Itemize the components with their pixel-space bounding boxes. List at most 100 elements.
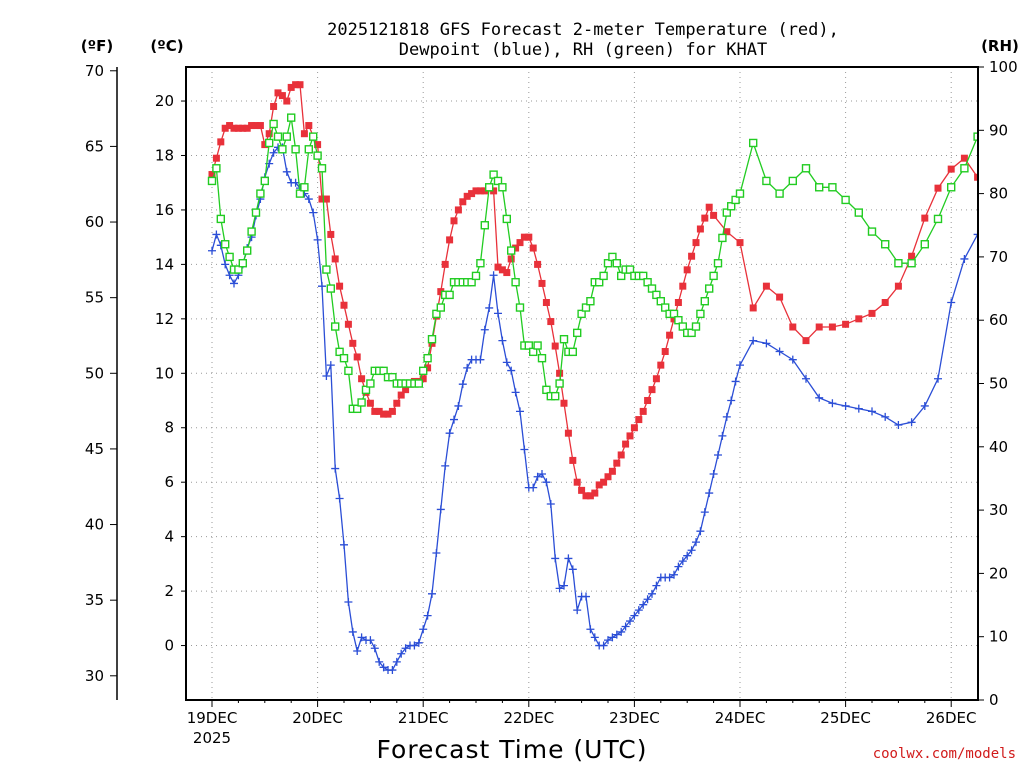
rh-point: [731, 195, 740, 205]
2-meter-temperature-point: [710, 211, 718, 219]
rh-point: [212, 164, 221, 173]
2-meter-temperature-point: [230, 124, 238, 132]
2-meter-temperature-point: [252, 122, 260, 130]
rh-point: [291, 145, 300, 154]
2-meter-temperature-point: [894, 282, 902, 290]
dewpoint-point: [828, 399, 837, 408]
dewpoint-point: [700, 508, 709, 517]
rh-point: [529, 347, 538, 357]
2-meter-temperature-point: [534, 260, 542, 268]
dewpoint-point: [494, 309, 502, 318]
2-meter-temperature-point: [384, 410, 392, 418]
2-meter-temperature-point: [696, 225, 704, 233]
celsius-tick-label: 18: [155, 146, 174, 164]
dewpoint-point: [410, 641, 419, 650]
dewpoint-point: [533, 472, 542, 481]
fahrenheit-tick-label: 50: [85, 364, 104, 382]
rh-point: [960, 164, 969, 173]
rh-point: [568, 347, 577, 357]
dewpoint-point: [868, 407, 876, 416]
dewpoint-point: [375, 657, 384, 666]
dewpoint-point: [674, 562, 683, 571]
2-meter-temperature-point: [692, 239, 700, 247]
dewpoint-point: [727, 396, 736, 405]
2-meter-temperature-point: [507, 255, 515, 263]
fahrenheit-tick-label: 70: [85, 62, 104, 80]
dewpoint-point: [507, 366, 516, 375]
chart-title-line1: 2025121818 GFS Forecast 2-meter Temperat…: [327, 20, 839, 40]
2-meter-temperature-point: [529, 244, 537, 252]
2-meter-temperature-point: [283, 97, 291, 105]
rh-point: [643, 278, 652, 287]
dewpoint-point: [608, 633, 617, 642]
dewpoint-point: [815, 393, 824, 402]
fahrenheit-tick-label: 60: [85, 213, 104, 231]
dewpoint-point: [304, 195, 313, 204]
dewpoint-point: [621, 622, 630, 631]
dewpoint-point: [920, 401, 929, 410]
dewpoint-point: [551, 554, 560, 563]
2-meter-temperature-point: [705, 203, 713, 211]
rh-point: [894, 259, 903, 268]
rh-point: [388, 372, 397, 382]
2-meter-temperature-point: [454, 206, 462, 214]
dewpoint-point: [309, 208, 318, 217]
dewpoint-point: [419, 625, 428, 634]
2-meter-temperature-point: [380, 410, 388, 418]
dewpoint-point: [322, 372, 331, 381]
rh-point: [586, 297, 595, 306]
2-meter-temperature-point: [336, 282, 344, 290]
dewpoint-point: [894, 421, 903, 430]
dewpoint-point: [388, 666, 397, 675]
rh-point: [265, 138, 274, 148]
rh-point: [423, 353, 432, 363]
2-meter-temperature-point: [287, 83, 295, 91]
2-meter-temperature-point: [344, 320, 352, 328]
dewpoint-point: [414, 638, 423, 647]
2-meter-temperature-point: [525, 233, 533, 241]
dewpoint-point: [612, 630, 621, 639]
dewpoint-point: [709, 470, 718, 479]
rh-point: [242, 246, 252, 255]
rh-point: [524, 341, 533, 350]
2-meter-temperature-point: [292, 81, 300, 89]
dewpoint-point: [626, 617, 634, 626]
rh-point: [427, 334, 437, 344]
rh-point: [502, 214, 511, 224]
dewpoint-series: [208, 143, 1021, 675]
2-meter-temperature-point: [626, 432, 634, 440]
rh-point: [947, 183, 956, 192]
dewpoint-point: [208, 246, 216, 255]
rh-point: [300, 183, 309, 192]
rh-point: [295, 189, 305, 198]
fahrenheit-axis-unit: (ºF): [81, 37, 113, 55]
grid-lines: [186, 67, 978, 700]
2-meter-temperature-point: [1001, 168, 1008, 175]
2-meter-temperature-point: [516, 239, 524, 247]
2-meter-temperature-point: [388, 407, 396, 415]
rh-tick-label: 10: [989, 628, 1008, 646]
rh-point: [533, 341, 542, 350]
2-meter-temperature-point: [217, 138, 225, 146]
rh-point: [511, 278, 520, 287]
2-meter-temperature-point: [569, 456, 577, 464]
celsius-tick-label: 14: [155, 255, 174, 273]
2-meter-temperature-point: [494, 263, 502, 271]
rh-point: [278, 145, 287, 154]
2-meter-temperature-point: [314, 141, 322, 149]
dewpoint-point: [722, 412, 731, 421]
2-meter-temperature-point: [648, 386, 656, 394]
2-meter-temperature-point: [573, 478, 581, 486]
x-tick-label: 24DEC: [715, 709, 766, 727]
dewpoint-point: [630, 611, 639, 620]
dewpoint-point: [1013, 247, 1021, 255]
fahrenheit-tick-label: 40: [85, 516, 104, 534]
rh-point: [335, 347, 344, 357]
rh-point: [841, 195, 850, 205]
dewpoint-point: [348, 627, 357, 636]
dewpoint-point: [604, 636, 612, 645]
2-meter-temperature-point: [226, 122, 234, 130]
2-meter-temperature-point: [855, 315, 863, 323]
2-meter-temperature-point: [441, 260, 449, 268]
dewpoint-point: [401, 644, 410, 653]
